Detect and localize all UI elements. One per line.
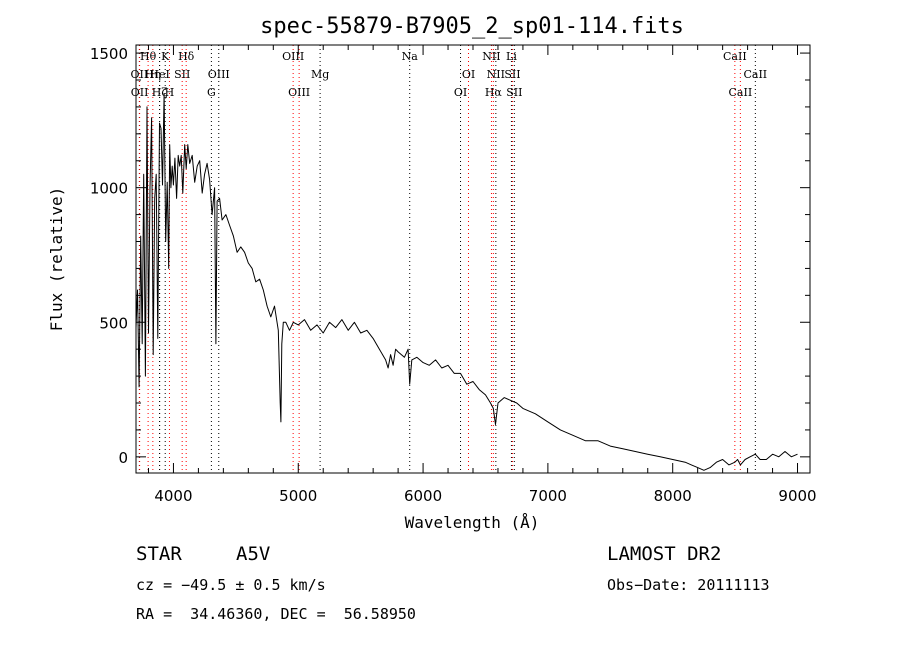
chart-title: spec-55879-B7905_2_sp01-114.fits bbox=[260, 14, 684, 39]
line-label: SII bbox=[506, 86, 522, 99]
spectrum-line bbox=[135, 93, 798, 471]
line-label: NII bbox=[487, 68, 505, 81]
line-label: OIII bbox=[282, 50, 304, 63]
line-label: CaII bbox=[723, 50, 747, 63]
line-label: Na bbox=[402, 50, 419, 63]
y-tick-label: 1500 bbox=[90, 45, 128, 63]
x-tick-label: 8000 bbox=[654, 487, 692, 505]
y-tick-label: 500 bbox=[99, 314, 128, 332]
line-label: OII bbox=[131, 68, 149, 81]
object-class: STAR bbox=[136, 543, 182, 565]
spectral-line-markers bbox=[138, 45, 756, 473]
line-label: H bbox=[165, 86, 175, 99]
y-axis-label: Flux (relative) bbox=[47, 187, 66, 332]
x-axis-ticks: 4000 5000 6000 7000 8000 9000 bbox=[147, 45, 817, 505]
ra-dec: RA = 34.46360, DEC = 56.58950 bbox=[136, 605, 416, 623]
line-label: OIII bbox=[208, 68, 230, 81]
spectral-subclass: A5V bbox=[236, 543, 271, 565]
spectrum-series bbox=[135, 93, 798, 471]
line-label: Hδ bbox=[178, 50, 195, 63]
plot-frame bbox=[135, 44, 811, 474]
x-tick-label: 5000 bbox=[279, 487, 317, 505]
line-label: Hη bbox=[145, 68, 161, 81]
x-axis-label: Wavelength (Å) bbox=[405, 513, 540, 532]
line-label: Li bbox=[506, 50, 517, 63]
line-label: G bbox=[207, 86, 216, 99]
observation-date: Obs−Date: 20111113 bbox=[607, 576, 770, 594]
x-tick-label: 6000 bbox=[404, 487, 442, 505]
x-tick-label: 7000 bbox=[529, 487, 567, 505]
line-label: OIII bbox=[288, 86, 310, 99]
line-label: SII bbox=[174, 68, 190, 81]
y-tick-label: 0 bbox=[118, 449, 128, 467]
redshift-cz: cz = −49.5 ± 0.5 km/s bbox=[136, 576, 326, 594]
line-label: SII bbox=[504, 68, 520, 81]
line-label: OI bbox=[454, 86, 467, 99]
y-tick-label: 1000 bbox=[90, 180, 128, 198]
x-tick-label: 4000 bbox=[154, 487, 192, 505]
survey-name: LAMOST DR2 bbox=[607, 543, 722, 565]
x-tick-label: 9000 bbox=[778, 487, 816, 505]
line-label: Hζ bbox=[152, 86, 168, 99]
line-label: Hθ bbox=[140, 50, 157, 63]
line-label: Mg bbox=[311, 68, 329, 81]
line-label: Hα bbox=[485, 86, 503, 99]
line-label: HeI bbox=[149, 68, 169, 81]
line-label: OI bbox=[462, 68, 475, 81]
y-axis-ticks: 0 500 1000 1500 bbox=[90, 45, 810, 467]
line-label: CaII bbox=[743, 68, 767, 81]
line-label: K bbox=[161, 50, 170, 63]
line-label: CaII bbox=[729, 86, 753, 99]
line-label: NII bbox=[482, 50, 500, 63]
line-label: OII bbox=[131, 86, 149, 99]
